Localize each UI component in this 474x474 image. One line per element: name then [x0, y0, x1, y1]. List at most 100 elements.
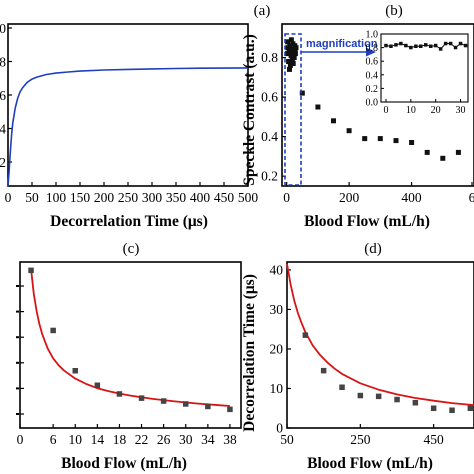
- panel-a-ytick-label: 6: [0, 88, 6, 103]
- panel-c-xtick-label: 34: [201, 432, 215, 447]
- panel-c-xtick-label: 10: [69, 432, 83, 447]
- inset-xtick-label: 20: [431, 105, 441, 116]
- panel-c-label: (c): [123, 241, 140, 257]
- panel-b-data-point: [292, 51, 298, 57]
- panel-b-data-point: [393, 138, 399, 144]
- panel-a-xtick-label: 350: [166, 190, 187, 205]
- panel-c-data-point: [116, 391, 123, 397]
- panel-c-frame: [19, 261, 242, 429]
- inset-ytick-label: 0.2: [366, 84, 379, 95]
- inset-ytick-label: 0.6: [366, 57, 379, 68]
- panel-d-ytick-label: 10: [270, 381, 284, 396]
- panel-d-label: (d): [364, 241, 382, 257]
- panel-c-xlabel: Blood Flow (mL/h): [61, 455, 187, 472]
- panel-a-series-line: [7, 67, 249, 187]
- panel-b-data-point: [362, 136, 368, 142]
- panel-b-data-point: [315, 104, 321, 110]
- panel-a-xtick-label: 50: [25, 190, 39, 205]
- panel-b-data-point: [291, 55, 297, 61]
- inset-data-point: [404, 43, 408, 48]
- panel-c-data-point: [205, 403, 211, 410]
- panel-c-data-point: [72, 368, 78, 374]
- inset-ytick-label: 0.4: [366, 70, 379, 81]
- panel-b-label: (b): [385, 3, 403, 19]
- inset-ytick-label: 1.0: [366, 30, 379, 41]
- inset-data-point: [399, 41, 403, 46]
- inset-xtick-label: 10: [406, 105, 416, 116]
- panel-a-xtick-label: 100: [46, 190, 67, 205]
- inset-data-point: [433, 43, 438, 48]
- panel-d-data-point: [339, 384, 345, 390]
- panel-c-fit-curve: [30, 269, 230, 407]
- panel-b-data-point: [346, 128, 352, 134]
- inset-ytick-label: 0.8: [366, 43, 379, 54]
- panel-d-data-point: [302, 332, 309, 338]
- panel-d-xtick-label: 450: [424, 432, 445, 447]
- panel-c-data-point: [28, 267, 34, 274]
- panel-d-ytick-label: 0: [276, 421, 283, 436]
- panel-a-ytick-label: 8: [0, 55, 6, 70]
- panel-d-ytick-label: 40: [270, 262, 284, 277]
- inset-data-point: [414, 44, 418, 48]
- panel-a-xtick-label: 500: [238, 190, 259, 205]
- panel-a: (a) Decorrelation Time (μs) 0 50 100 150 200…: [0, 3, 270, 230]
- panel-d-data-point: [449, 407, 455, 413]
- panel-d-data-point: [430, 405, 437, 411]
- inset-data-point: [453, 45, 458, 50]
- panel-c-data-point: [50, 327, 56, 334]
- panel-c-data-point: [160, 398, 167, 404]
- panel-b-xlabel: Blood Flow (mL/h): [304, 213, 430, 230]
- panel-b-arrow-head: [366, 47, 376, 57]
- inset-data-point: [438, 47, 443, 51]
- panel-a-ytick-label: 0: [0, 21, 6, 36]
- panel-a-xtick-label: 250: [118, 190, 139, 205]
- panel-b-data-point: [377, 136, 383, 142]
- panel-b-data-point: [290, 61, 296, 66]
- panel-b-data-point: [287, 66, 292, 72]
- panel-d-ylabel: Decorrelation Time (μs): [241, 274, 258, 432]
- panel-d-frame: [286, 261, 474, 429]
- panel-b-xtick-label: 200: [339, 190, 360, 205]
- panel-b-data-point: [287, 63, 293, 68]
- panel-b-data-point: [440, 155, 446, 161]
- panel-d-xlabel: Blood Flow (mL/h): [307, 455, 433, 472]
- panel-b-xtick-label: 6: [469, 190, 474, 205]
- panel-d-ytick-label: 30: [270, 302, 284, 317]
- panel-b-ytick-label: 0.6: [261, 90, 278, 105]
- panel-d-data-point: [412, 400, 419, 406]
- inset-xtick-label: 0: [383, 105, 388, 116]
- inset-data-point: [389, 44, 393, 48]
- panel-b-data-point: [455, 149, 461, 155]
- panel-b-frame: [281, 23, 474, 187]
- panel-c-xtick-label: 22: [135, 432, 149, 447]
- panel-a-xtick-label: 450: [214, 190, 235, 205]
- panel-d-data-point: [357, 392, 364, 399]
- panel-a-ytick-label: 2: [0, 155, 6, 170]
- panel-a-xlabel: Decorrelation Time (μs): [50, 213, 208, 230]
- panel-c: (c) Blood Flow (mL/h) 0 6 10 14 18 22 26 30 34 38: [16, 241, 242, 472]
- inset-data-point: [443, 41, 448, 46]
- panel-b-xtick-label: 0: [283, 190, 290, 205]
- panel-b-data-point: [424, 149, 430, 155]
- panel-b-data-point: [286, 59, 292, 64]
- panel-a-xtick-label: 400: [190, 190, 211, 205]
- panel-b-xtick-label: 400: [401, 190, 422, 205]
- panel-d: (d) Blood Flow (mL/h) Decorrelation Time…: [241, 241, 474, 472]
- inset-xtick-label: 30: [456, 105, 466, 116]
- panel-d-xtick-label: 250: [350, 432, 371, 447]
- panel-c-xtick-label: 26: [157, 432, 171, 447]
- inset-data-point: [429, 44, 433, 48]
- panel-c-xtick-label: 6: [50, 432, 57, 447]
- panel-a-xtick-label: 0: [5, 190, 12, 205]
- panel-b-ytick-label: 0.2: [261, 169, 278, 184]
- inset-ytick-label: 0.0: [366, 98, 379, 109]
- panel-b-ytick-label: 0.8: [261, 50, 278, 65]
- panel-c-xtick-label: 30: [179, 432, 193, 447]
- inset-data-point: [424, 43, 428, 47]
- inset-data-point: [394, 43, 398, 47]
- inset-data-point: [463, 43, 468, 48]
- panel-d-data-point: [375, 393, 382, 400]
- panel-b-highlight-box: [284, 33, 302, 186]
- panel-a-xtick-label: 300: [142, 190, 163, 205]
- panel-a-label: (a): [254, 3, 271, 19]
